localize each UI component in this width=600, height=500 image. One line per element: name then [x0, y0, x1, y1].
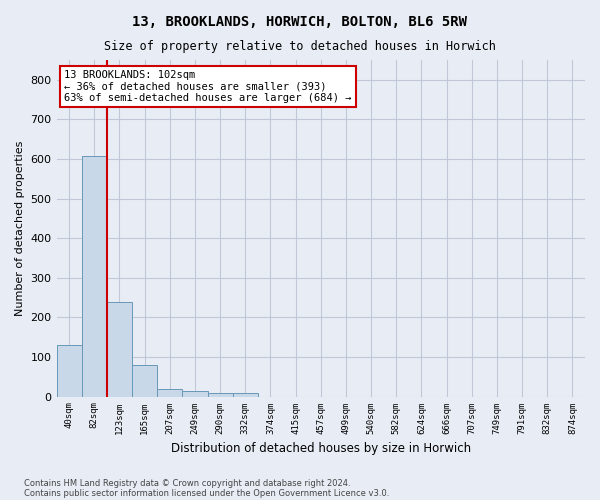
Text: 13, BROOKLANDS, HORWICH, BOLTON, BL6 5RW: 13, BROOKLANDS, HORWICH, BOLTON, BL6 5RW	[133, 15, 467, 29]
Text: 13 BROOKLANDS: 102sqm
← 36% of detached houses are smaller (393)
63% of semi-det: 13 BROOKLANDS: 102sqm ← 36% of detached …	[64, 70, 352, 103]
Y-axis label: Number of detached properties: Number of detached properties	[15, 140, 25, 316]
Bar	[132, 365, 157, 396]
Bar	[82, 156, 107, 396]
X-axis label: Distribution of detached houses by size in Horwich: Distribution of detached houses by size …	[171, 442, 471, 455]
Text: Contains public sector information licensed under the Open Government Licence v3: Contains public sector information licen…	[24, 488, 389, 498]
Text: Size of property relative to detached houses in Horwich: Size of property relative to detached ho…	[104, 40, 496, 53]
Text: Contains HM Land Registry data © Crown copyright and database right 2024.: Contains HM Land Registry data © Crown c…	[24, 478, 350, 488]
Bar	[56, 345, 82, 397]
Bar	[208, 393, 233, 396]
Bar	[107, 302, 132, 396]
Bar	[157, 388, 182, 396]
Bar	[233, 392, 258, 396]
Bar	[182, 392, 208, 396]
